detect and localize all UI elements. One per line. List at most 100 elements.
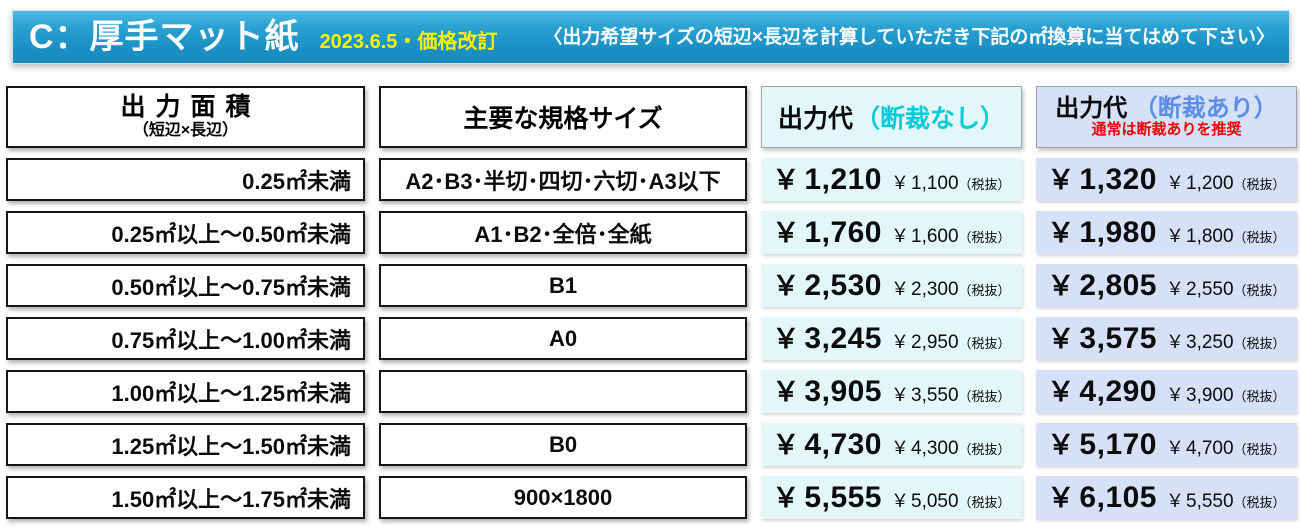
price-tax-included: 5,170	[1079, 427, 1157, 461]
standard-size-text: A2･B3･半切･四切･六切･A3以下	[405, 168, 721, 194]
price-table: 出力面積 （短辺×長辺） 主要な規格サイズ 出力代 （断裁なし） 出力代 （断裁…	[6, 86, 1297, 519]
price-no-cut-line: ￥ 4,730 ￥ 4,300（税抜）	[772, 427, 1011, 461]
area-range-text: 0.50㎡以上～0.75㎡未満	[111, 274, 351, 300]
price-tax-excluded: 1,200	[1186, 172, 1234, 194]
standard-size-text: A1･B2･全倍･全紙	[474, 221, 652, 247]
yen-sign: ￥	[891, 437, 909, 458]
price-tax-excluded: 1,100	[911, 172, 959, 194]
tax-excluded-label: （税抜）	[958, 388, 1011, 404]
price-tax-excluded: 5,550	[1186, 490, 1234, 512]
standard-size-cell	[379, 370, 747, 413]
tax-excluded-label: （税抜）	[958, 229, 1011, 245]
with-cut-header-line: 出力代 （断裁あり）	[1055, 94, 1277, 122]
price-no-cut-cell: ￥ 1,760 ￥ 1,600（税抜）	[761, 211, 1022, 254]
standard-size-text: B0	[548, 431, 578, 457]
area-range-text: 0.25㎡未満	[242, 168, 351, 194]
price-with-cut-cell: ￥ 5,170 ￥ 4,700（税抜）	[1036, 423, 1297, 466]
price-with-cut-line: ￥ 1,980 ￥ 1,800（税抜）	[1047, 217, 1286, 248]
column-header-price-no-cut: 出力代 （断裁なし）	[761, 86, 1022, 148]
price-with-cut-cell: ￥ 1,980 ￥ 1,800（税抜）	[1036, 211, 1297, 254]
price-with-cut-line: ￥ 2,805 ￥ 2,550（税抜）	[1047, 268, 1286, 302]
instruction-text: 〈出力希望サイズの短辺×長辺を計算していただき下記の㎡換算に当てはめて下さい〉	[543, 26, 1275, 48]
column-header-price-with-cut: 出力代 （断裁あり） 通常は断裁ありを推奨	[1036, 86, 1297, 148]
yen-sign: ￥	[1047, 164, 1075, 195]
area-range-cell: 1.25㎡以上～1.50㎡未満	[6, 423, 365, 466]
area-range-cell: 0.25㎡未満	[6, 158, 365, 201]
yen-sign: ￥	[891, 225, 909, 246]
price-no-cut-line: ￥ 1,760 ￥ 1,600（税抜）	[772, 217, 1011, 248]
yen-sign: ￥	[891, 384, 909, 405]
yen-sign: ￥	[1047, 429, 1075, 460]
price-tax-excluded: 5,050	[911, 490, 959, 512]
price-with-cut-cell: ￥ 1,320 ￥ 1,200（税抜）	[1036, 158, 1297, 201]
area-range-text: 1.25㎡以上～1.50㎡未満	[111, 433, 351, 459]
yen-sign: ￥	[1047, 323, 1075, 354]
yen-sign: ￥	[772, 323, 800, 354]
revision-date: 2023.6.5・価格改訂	[319, 31, 498, 53]
price-tax-included: 1,320	[1079, 162, 1157, 196]
price-no-cut-cell: ￥ 3,905 ￥ 3,550（税抜）	[761, 370, 1022, 413]
tax-excluded-label: （税抜）	[958, 494, 1011, 510]
yen-sign: ￥	[1166, 437, 1184, 458]
price-with-cut-line: ￥ 4,290 ￥ 3,900（税抜）	[1047, 374, 1286, 408]
price-tax-excluded: 1,800	[1186, 225, 1234, 247]
yen-sign: ￥	[891, 331, 909, 352]
price-with-cut-line: ￥ 6,105 ￥ 5,550（税抜）	[1047, 482, 1286, 513]
yen-sign: ￥	[1047, 376, 1075, 407]
price-tax-included: 4,290	[1079, 374, 1157, 408]
price-tax-included: 3,575	[1079, 321, 1157, 355]
price-with-cut-cell: ￥ 2,805 ￥ 2,550（税抜）	[1036, 264, 1297, 307]
price-no-cut-line: ￥ 2,530 ￥ 2,300（税抜）	[772, 268, 1010, 302]
price-with-cut-cell: ￥ 6,105 ￥ 5,550（税抜）	[1036, 476, 1297, 519]
standard-size-cell: A1･B2･全倍･全紙	[379, 211, 747, 254]
tax-excluded-label: （税抜）	[958, 441, 1011, 457]
standard-size-cell: 900×1800	[379, 476, 747, 519]
yen-sign: ￥	[1047, 482, 1075, 513]
tax-excluded-label: （税抜）	[1233, 229, 1286, 245]
price-tax-excluded: 3,900	[1186, 384, 1234, 406]
price-tax-included: 5,555	[804, 480, 882, 514]
price-with-cut-line: ￥ 5,170 ￥ 4,700（税抜）	[1047, 427, 1285, 461]
standard-size-text: 900×1800	[513, 484, 613, 510]
price-tax-included: 2,530	[804, 268, 882, 302]
area-range-cell: 0.25㎡以上～0.50㎡未満	[6, 211, 365, 254]
standard-size-cell: A2･B3･半切･四切･六切･A3以下	[379, 158, 747, 201]
standard-size-cell: B0	[379, 423, 747, 466]
price-tax-included: 4,730	[804, 427, 882, 461]
no-cut-header-title: 出力代	[777, 105, 853, 133]
price-tax-excluded: 3,550	[911, 384, 959, 406]
no-cut-header-paren: （断裁なし）	[855, 105, 1006, 133]
tax-excluded-label: （税抜）	[958, 176, 1011, 192]
standard-size-text: A0	[548, 325, 578, 351]
price-with-cut-cell: ￥ 3,575 ￥ 3,250（税抜）	[1036, 317, 1297, 360]
column-header-area: 出力面積 （短辺×長辺）	[6, 86, 365, 148]
area-range-text: 1.00㎡以上～1.25㎡未満	[111, 380, 351, 406]
yen-sign: ￥	[1166, 490, 1184, 511]
tax-excluded-label: （税抜）	[1233, 388, 1286, 404]
yen-sign: ￥	[1166, 225, 1184, 246]
tax-excluded-label: （税抜）	[1233, 282, 1286, 298]
yen-sign: ￥	[891, 278, 909, 299]
price-tax-included: 1,210	[804, 162, 882, 196]
price-tax-included: 3,245	[804, 321, 882, 355]
area-range-cell: 1.00㎡以上～1.25㎡未満	[6, 370, 365, 413]
price-tax-included: 2,805	[1079, 268, 1157, 302]
yen-sign: ￥	[772, 482, 800, 513]
price-tax-excluded: 4,300	[911, 437, 959, 459]
area-range-text: 0.75㎡以上～1.00㎡未満	[111, 327, 351, 353]
area-range-cell: 1.50㎡以上～1.75㎡未満	[6, 476, 365, 519]
yen-sign: ￥	[1166, 384, 1184, 405]
yen-sign: ￥	[1047, 270, 1075, 301]
yen-sign: ￥	[772, 164, 800, 195]
with-cut-header-title: 出力代	[1055, 94, 1128, 122]
sheet-title: C：厚手マット紙	[29, 18, 300, 56]
price-no-cut-line: ￥ 3,905 ￥ 3,550（税抜）	[772, 376, 1011, 407]
yen-sign: ￥	[891, 172, 909, 193]
tax-excluded-label: （税抜）	[1233, 494, 1286, 510]
area-header-subtitle: （短辺×長辺）	[132, 121, 239, 139]
price-tax-excluded: 4,700	[1186, 437, 1234, 459]
area-range-cell: 0.50㎡以上～0.75㎡未満	[6, 264, 365, 307]
price-with-cut-line: ￥ 3,575 ￥ 3,250（税抜）	[1047, 321, 1285, 355]
yen-sign: ￥	[772, 429, 800, 460]
price-no-cut-line: ￥ 3,245 ￥ 2,950（税抜）	[772, 321, 1010, 355]
